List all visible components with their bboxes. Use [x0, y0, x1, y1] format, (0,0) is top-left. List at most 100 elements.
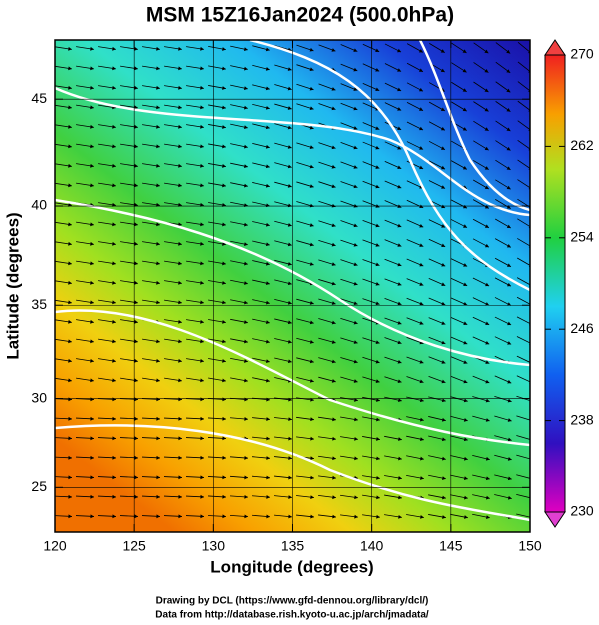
arrow-head — [68, 46, 72, 51]
arrow-head — [485, 340, 490, 345]
arrow-head — [485, 476, 490, 481]
arrow-head — [287, 164, 292, 169]
arrow-head — [112, 436, 116, 441]
colorbar-tick-label: 246 — [570, 320, 594, 336]
arrow-head — [397, 48, 402, 53]
arrow-head — [506, 263, 511, 267]
arrow-head — [112, 46, 116, 51]
arrow-head — [463, 340, 468, 345]
arrow-head — [287, 145, 292, 149]
arrow-head — [485, 360, 490, 364]
colorbar-extend — [544, 39, 566, 56]
arrow-head — [442, 495, 446, 500]
arrow-head — [222, 66, 226, 71]
arrow-head — [112, 319, 116, 324]
colorbar-extend — [544, 511, 566, 528]
arrow-head — [222, 164, 226, 168]
arrow-head — [200, 300, 204, 305]
arrow-head — [331, 359, 336, 364]
arrow-head — [419, 301, 424, 306]
arrow-head — [309, 359, 314, 364]
arrow-head — [287, 359, 292, 364]
arrow-head — [376, 456, 380, 461]
arrow-head — [397, 107, 402, 111]
arrow-head — [112, 241, 116, 246]
arrow-head — [134, 339, 138, 344]
streamline — [517, 179, 530, 189]
arrow-head — [441, 437, 446, 442]
arrow-head — [419, 146, 424, 150]
y-tick-label: 40 — [31, 197, 47, 213]
arrow-head — [506, 127, 511, 132]
arrow-head — [420, 456, 424, 461]
contour — [418, 40, 530, 212]
arrow-head — [90, 319, 94, 324]
arrow-head — [507, 302, 512, 306]
arrow-head — [200, 66, 204, 71]
arrow-head — [484, 107, 489, 112]
arrow-head — [68, 261, 72, 266]
arrow-head — [222, 455, 226, 460]
arrow-head — [419, 340, 424, 345]
arrow-head — [178, 378, 182, 383]
arrow-head — [265, 242, 270, 247]
arrow-head — [265, 66, 270, 71]
streamline — [296, 535, 314, 537]
arrow-head — [310, 475, 314, 480]
arrow-head — [375, 379, 380, 383]
arrow-head — [112, 514, 116, 519]
arrow-head — [507, 437, 512, 442]
arrow-head — [418, 87, 423, 92]
arrow-head — [440, 68, 445, 73]
arrow-head — [68, 514, 72, 519]
arrow-head — [485, 282, 490, 287]
arrow-head — [90, 105, 94, 110]
arrow-head — [222, 47, 226, 51]
arrow-head — [90, 378, 94, 383]
arrow-head — [463, 360, 468, 364]
arrow-head — [68, 358, 72, 363]
arrow-head — [441, 165, 446, 170]
arrow-head — [484, 224, 489, 228]
arrow-head — [441, 360, 446, 364]
arrow-head — [463, 282, 468, 287]
arrow-head — [309, 203, 314, 208]
arrow-head — [375, 340, 380, 345]
arrow-head — [265, 378, 270, 383]
arrow-head — [112, 455, 116, 460]
arrow-head — [420, 515, 424, 519]
arrow-head — [265, 261, 270, 266]
arrow-head — [485, 418, 490, 422]
arrow-head — [244, 281, 248, 285]
y-tick-label: 30 — [31, 389, 47, 405]
arrow-head — [244, 514, 248, 519]
arrow-head — [484, 166, 489, 170]
arrow-head — [309, 125, 314, 130]
arrow-head — [463, 417, 468, 422]
arrow-head — [332, 534, 336, 538]
arrow-head — [332, 495, 336, 500]
streamline — [516, 296, 530, 305]
arrow-head — [353, 262, 358, 267]
arrow-head — [200, 124, 204, 129]
arrow-head — [485, 456, 490, 461]
arrow-head — [441, 204, 446, 209]
arrow-head — [485, 302, 490, 306]
arrow-head — [156, 534, 160, 538]
arrow-head — [90, 534, 94, 538]
streamline — [120, 535, 138, 536]
streamline — [516, 316, 530, 325]
arrow-head — [156, 46, 160, 51]
arrow-head — [507, 398, 512, 403]
arrow-head — [375, 68, 380, 72]
arrow-head — [354, 398, 358, 402]
arrow-head — [331, 242, 336, 247]
arrow-head — [68, 280, 72, 285]
arrow-head — [156, 300, 160, 305]
arrow-head — [331, 203, 336, 208]
arrow-head — [354, 534, 358, 538]
arrow-head — [266, 514, 270, 519]
arrow-head — [353, 379, 358, 383]
x-tick-label: 135 — [281, 538, 305, 554]
arrow-head — [419, 126, 424, 131]
